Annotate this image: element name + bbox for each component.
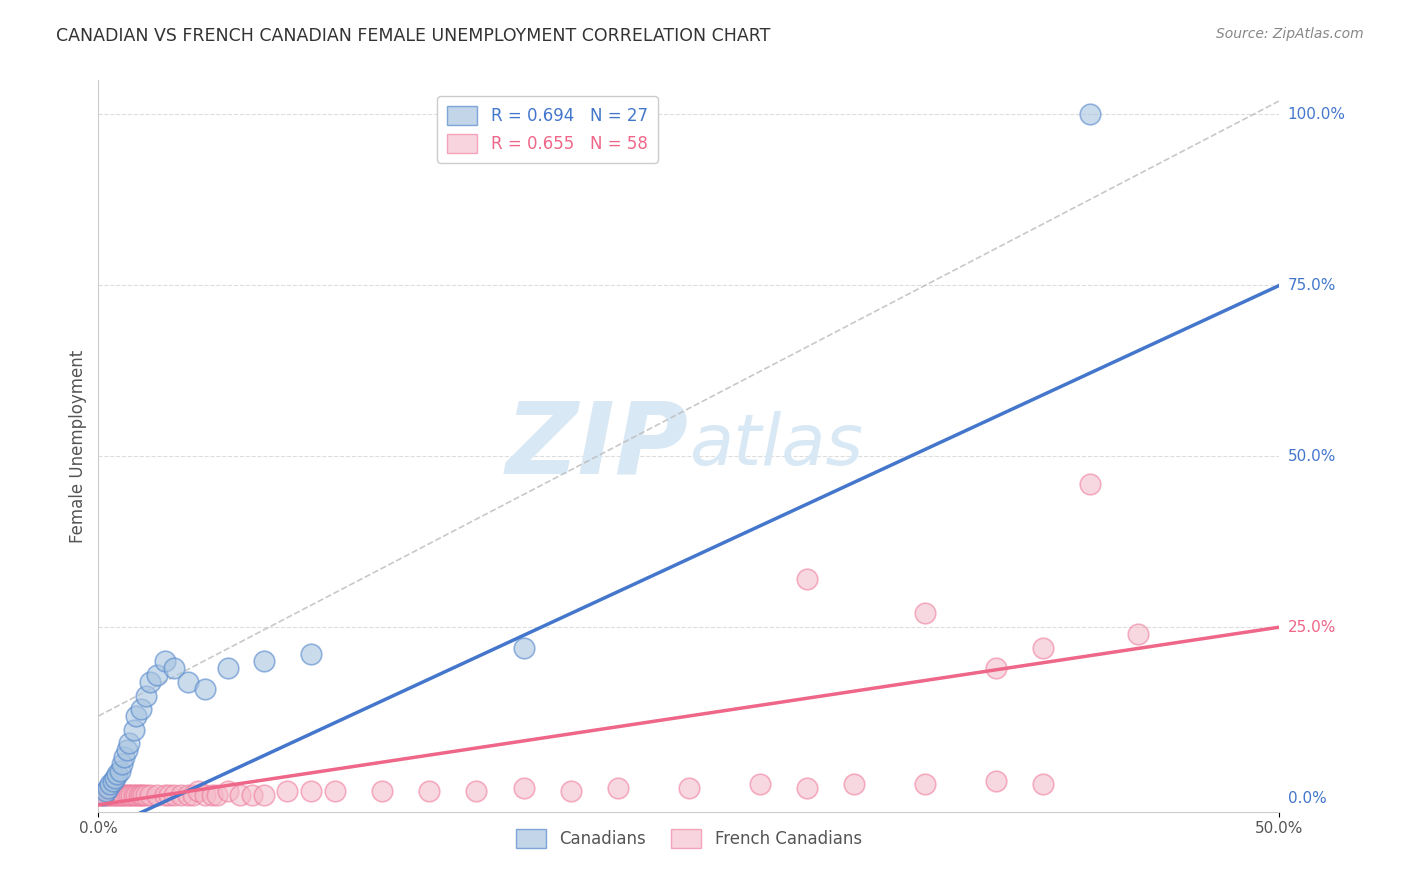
Point — [115, 743, 138, 757]
Point — [163, 661, 186, 675]
Point — [139, 674, 162, 689]
Point — [97, 788, 120, 802]
Point — [253, 788, 276, 802]
Point — [104, 771, 127, 785]
Point — [1080, 476, 1102, 491]
Point — [796, 572, 818, 586]
Point — [187, 784, 209, 798]
Point — [607, 780, 630, 795]
Point — [118, 788, 141, 802]
Text: 50.0%: 50.0% — [1288, 449, 1336, 464]
Point — [323, 784, 346, 798]
Point — [299, 648, 322, 662]
Point — [132, 788, 155, 802]
Point — [121, 788, 143, 802]
Point — [177, 788, 200, 802]
Point — [129, 788, 152, 802]
Point — [94, 784, 117, 798]
Point — [139, 788, 162, 802]
Point — [111, 788, 134, 802]
Point — [748, 777, 770, 791]
Point — [163, 788, 186, 802]
Text: 0.0%: 0.0% — [1288, 790, 1326, 805]
Point — [914, 607, 936, 621]
Point — [108, 788, 131, 802]
Point — [118, 736, 141, 750]
Point — [98, 788, 121, 802]
Point — [844, 777, 866, 791]
Point — [122, 788, 145, 802]
Point — [129, 702, 152, 716]
Point — [122, 723, 145, 737]
Point — [94, 788, 117, 802]
Point — [1080, 107, 1102, 121]
Point — [128, 788, 150, 802]
Point — [101, 788, 124, 802]
Point — [371, 784, 394, 798]
Point — [125, 709, 148, 723]
Point — [97, 780, 120, 795]
Point — [98, 777, 121, 791]
Point — [112, 788, 135, 802]
Point — [1032, 640, 1054, 655]
Point — [276, 784, 298, 798]
Point — [91, 788, 114, 802]
Point — [512, 640, 534, 655]
Point — [914, 777, 936, 791]
Point — [217, 784, 239, 798]
Point — [177, 674, 200, 689]
Point — [115, 788, 138, 802]
Point — [111, 756, 134, 771]
Point — [1032, 777, 1054, 791]
Point — [170, 788, 193, 802]
Point — [112, 750, 135, 764]
Y-axis label: Female Unemployment: Female Unemployment — [69, 350, 87, 542]
Point — [91, 788, 114, 802]
Point — [194, 681, 217, 696]
Point — [418, 784, 440, 798]
Point — [201, 788, 224, 802]
Point — [146, 788, 169, 802]
Point — [135, 689, 157, 703]
Point — [108, 764, 131, 778]
Legend: Canadians, French Canadians: Canadians, French Canadians — [509, 822, 869, 855]
Point — [105, 788, 128, 802]
Text: 75.0%: 75.0% — [1288, 277, 1336, 293]
Point — [90, 788, 112, 802]
Point — [560, 784, 582, 798]
Text: CANADIAN VS FRENCH CANADIAN FEMALE UNEMPLOYMENT CORRELATION CHART: CANADIAN VS FRENCH CANADIAN FEMALE UNEMP… — [56, 27, 770, 45]
Point — [101, 774, 124, 789]
Point — [205, 788, 228, 802]
Text: 100.0%: 100.0% — [1288, 107, 1346, 122]
Point — [194, 788, 217, 802]
Point — [299, 784, 322, 798]
Point — [984, 661, 1007, 675]
Text: atlas: atlas — [689, 411, 863, 481]
Point — [217, 661, 239, 675]
Point — [125, 788, 148, 802]
Point — [984, 774, 1007, 789]
Point — [153, 654, 176, 668]
Point — [465, 784, 488, 798]
Point — [253, 654, 276, 668]
Point — [229, 788, 252, 802]
Point — [146, 668, 169, 682]
Point — [157, 788, 180, 802]
Text: 25.0%: 25.0% — [1288, 620, 1336, 634]
Text: Source: ZipAtlas.com: Source: ZipAtlas.com — [1216, 27, 1364, 41]
Point — [678, 780, 700, 795]
Point — [796, 780, 818, 795]
Point — [240, 788, 263, 802]
Point — [181, 788, 204, 802]
Point — [105, 767, 128, 781]
Text: ZIP: ZIP — [506, 398, 689, 494]
Point — [153, 788, 176, 802]
Point — [104, 788, 127, 802]
Point — [135, 788, 157, 802]
Point — [512, 780, 534, 795]
Point — [1126, 627, 1149, 641]
